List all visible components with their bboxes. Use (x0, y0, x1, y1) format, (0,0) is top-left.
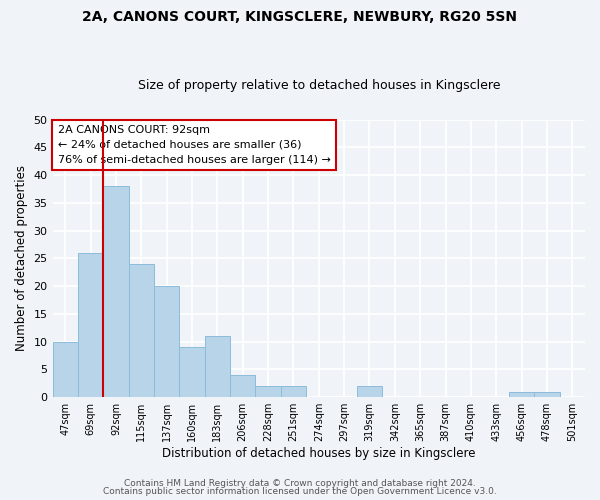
Text: 2A, CANONS COURT, KINGSCLERE, NEWBURY, RG20 5SN: 2A, CANONS COURT, KINGSCLERE, NEWBURY, R… (83, 10, 517, 24)
Bar (128, 264, 154, 397)
Bar (281, 386, 306, 397)
Title: Size of property relative to detached houses in Kingsclere: Size of property relative to detached ho… (137, 79, 500, 92)
Bar (509, 392, 534, 397)
Bar (205, 336, 230, 397)
Y-axis label: Number of detached properties: Number of detached properties (15, 166, 28, 352)
Bar (154, 286, 179, 397)
Bar (53, 342, 78, 397)
Bar (357, 386, 382, 397)
Bar (534, 392, 560, 397)
X-axis label: Distribution of detached houses by size in Kingsclere: Distribution of detached houses by size … (162, 447, 476, 460)
Text: 2A CANONS COURT: 92sqm
← 24% of detached houses are smaller (36)
76% of semi-det: 2A CANONS COURT: 92sqm ← 24% of detached… (58, 125, 331, 164)
Bar (103, 186, 128, 397)
Text: Contains public sector information licensed under the Open Government Licence v3: Contains public sector information licen… (103, 487, 497, 496)
Bar (78, 253, 103, 397)
Bar (230, 375, 256, 397)
Text: Contains HM Land Registry data © Crown copyright and database right 2024.: Contains HM Land Registry data © Crown c… (124, 478, 476, 488)
Bar (256, 386, 281, 397)
Bar (179, 347, 205, 397)
